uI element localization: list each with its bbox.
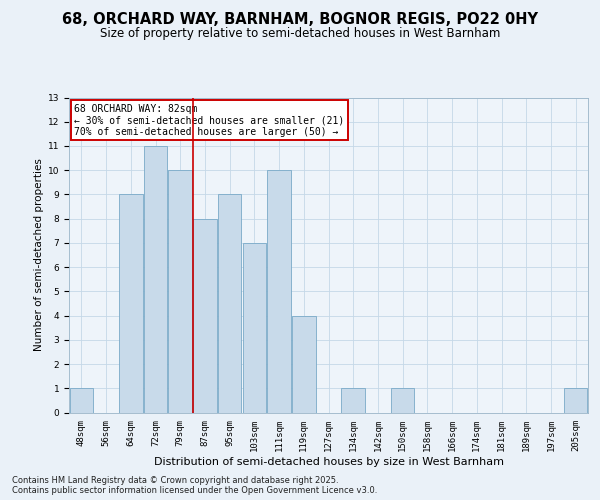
Text: 68, ORCHARD WAY, BARNHAM, BOGNOR REGIS, PO22 0HY: 68, ORCHARD WAY, BARNHAM, BOGNOR REGIS, … bbox=[62, 12, 538, 28]
Bar bbox=[391, 388, 415, 412]
Text: 68 ORCHARD WAY: 82sqm
← 30% of semi-detached houses are smaller (21)
70% of semi: 68 ORCHARD WAY: 82sqm ← 30% of semi-deta… bbox=[74, 104, 344, 137]
Bar bbox=[169, 170, 192, 412]
Bar bbox=[70, 388, 93, 412]
Bar bbox=[193, 218, 217, 412]
Bar bbox=[268, 170, 291, 412]
Bar bbox=[292, 316, 316, 412]
Y-axis label: Number of semi-detached properties: Number of semi-detached properties bbox=[34, 158, 44, 352]
Text: Size of property relative to semi-detached houses in West Barnham: Size of property relative to semi-detach… bbox=[100, 28, 500, 40]
Bar bbox=[144, 146, 167, 412]
Bar bbox=[119, 194, 143, 412]
X-axis label: Distribution of semi-detached houses by size in West Barnham: Distribution of semi-detached houses by … bbox=[154, 456, 503, 466]
Bar bbox=[242, 243, 266, 412]
Bar bbox=[341, 388, 365, 412]
Bar bbox=[564, 388, 587, 412]
Bar bbox=[218, 194, 241, 412]
Text: Contains HM Land Registry data © Crown copyright and database right 2025.
Contai: Contains HM Land Registry data © Crown c… bbox=[12, 476, 377, 495]
